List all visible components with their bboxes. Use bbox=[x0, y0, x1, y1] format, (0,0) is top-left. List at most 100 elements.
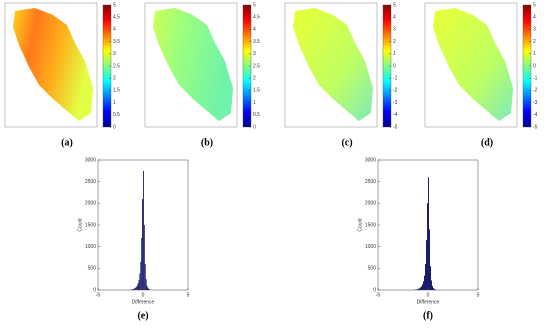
x-tick-label: -5 bbox=[96, 292, 101, 298]
histogram-bar bbox=[433, 288, 434, 290]
y-tick-label: 2000 bbox=[365, 201, 376, 207]
y-tick-label: 1000 bbox=[365, 244, 376, 250]
histogram-bar bbox=[145, 264, 146, 290]
panel-label: (a) bbox=[61, 137, 73, 148]
histogram-bar bbox=[421, 286, 422, 290]
colorbar-tick-label: 4 bbox=[533, 15, 536, 21]
histogram-bar bbox=[430, 266, 431, 290]
histogram-bar bbox=[428, 177, 429, 290]
histogram-bar bbox=[424, 276, 425, 290]
histogram-bar bbox=[425, 264, 426, 290]
colorbar-tick-label: -4 bbox=[533, 112, 538, 118]
histogram-bar bbox=[143, 171, 144, 290]
histogram-bar bbox=[419, 288, 420, 290]
y-axis-label: Count bbox=[77, 218, 83, 232]
colorbar-tick-label: -5 bbox=[533, 124, 538, 130]
colorbar-tick-label: 2.5 bbox=[113, 63, 120, 69]
panel-label: (c) bbox=[341, 137, 352, 148]
colorbar-tick-label: 1.5 bbox=[113, 88, 120, 94]
histogram-bar bbox=[140, 262, 141, 290]
colorbar-tick-label: 1 bbox=[393, 51, 396, 57]
y-tick-label: 0 bbox=[373, 287, 376, 293]
colorbar-tick-label: -4 bbox=[393, 112, 398, 118]
colorbar-tick-label: 1 bbox=[533, 51, 536, 57]
colorbar-tick-label: 4 bbox=[393, 15, 396, 21]
histogram-bar bbox=[423, 281, 424, 290]
colorbar-tick-label: 4 bbox=[253, 27, 256, 33]
colorbar-tick-label: 0 bbox=[533, 63, 536, 69]
y-axis-label: Count bbox=[357, 218, 363, 232]
colorbar-tick-label: 0 bbox=[393, 63, 396, 69]
histogram-bar bbox=[429, 229, 430, 290]
colorbar-tick-label: 3 bbox=[113, 51, 116, 57]
histogram-bar bbox=[432, 286, 433, 290]
colorbar-tick-label: 0 bbox=[253, 124, 256, 130]
histogram-bar bbox=[142, 199, 143, 290]
histogram-bar bbox=[139, 280, 140, 290]
colorbar-tick-label: 5 bbox=[113, 2, 116, 8]
x-tick-label: 5 bbox=[187, 292, 190, 298]
colorbar-tick-label: -2 bbox=[533, 88, 538, 94]
colorbar-tick-label: -2 bbox=[393, 88, 398, 94]
x-tick-label: 5 bbox=[477, 292, 480, 298]
histogram-bar bbox=[431, 280, 432, 290]
x-axis-label: Difference bbox=[417, 299, 440, 305]
colorbar-tick-label: -1 bbox=[393, 76, 398, 82]
panel-label: (e) bbox=[137, 310, 148, 321]
histogram-bar bbox=[144, 225, 145, 290]
y-tick-label: 0 bbox=[93, 287, 96, 293]
colorbar-tick-label: 2 bbox=[253, 76, 256, 82]
colorbar-tick-label: 2 bbox=[113, 76, 116, 82]
y-tick-label: 3000 bbox=[365, 157, 376, 163]
histogram-bar bbox=[138, 284, 139, 291]
panel-label: (b) bbox=[201, 137, 213, 148]
map-panels: 00.511.522.533.544.55(a)00.511.522.533.5… bbox=[5, 2, 538, 148]
histogram-bar bbox=[426, 240, 427, 290]
x-axis-label: Difference bbox=[132, 299, 155, 305]
colorbar-tick-label: 2 bbox=[393, 39, 396, 45]
histogram-bar bbox=[422, 284, 423, 290]
colorbar-tick-label: 5 bbox=[393, 2, 396, 8]
colorbar-tick-label: 2 bbox=[533, 39, 536, 45]
colorbar-tick-label: 3.5 bbox=[113, 39, 120, 45]
colorbar-tick-label: 1.5 bbox=[253, 88, 260, 94]
histogram-bar bbox=[139, 274, 140, 290]
colorbar-tick-label: 3 bbox=[393, 27, 396, 33]
x-tick-label: 0 bbox=[142, 292, 145, 298]
colorbar-tick-label: -3 bbox=[533, 100, 538, 106]
histogram-bar bbox=[137, 286, 138, 290]
y-tick-label: 1500 bbox=[365, 222, 376, 228]
colorbar-tick-label: 4.5 bbox=[113, 15, 120, 21]
y-tick-label: 500 bbox=[368, 266, 377, 272]
histogram-bar bbox=[148, 288, 149, 290]
histogram-bar bbox=[147, 286, 148, 290]
x-tick-label: -5 bbox=[376, 292, 381, 298]
colorbar-tick-label: 2.5 bbox=[253, 63, 260, 69]
y-tick-label: 2500 bbox=[85, 179, 96, 185]
colorbar-tick-label: 5 bbox=[533, 2, 536, 8]
panel-label: (f) bbox=[423, 310, 433, 321]
y-tick-label: 1000 bbox=[85, 244, 96, 250]
colorbar-tick-label: 1 bbox=[113, 100, 116, 106]
colorbar-tick-label: 0 bbox=[113, 124, 116, 130]
y-tick-label: 3000 bbox=[85, 157, 96, 163]
colorbar-tick-label: -1 bbox=[533, 76, 538, 82]
colorbar-tick-label: 4 bbox=[113, 27, 116, 33]
colorbar-tick-label: 3.5 bbox=[253, 39, 260, 45]
colorbar-tick-label: 3 bbox=[533, 27, 536, 33]
histogram-bar bbox=[135, 288, 136, 290]
y-tick-label: 1500 bbox=[85, 222, 96, 228]
colorbar-tick-label: 5 bbox=[253, 2, 256, 8]
x-tick-label: 0 bbox=[427, 292, 430, 298]
histogram-bar bbox=[146, 279, 147, 290]
colorbar-tick-label: 1 bbox=[253, 100, 256, 106]
colorbar-tick-label: 3 bbox=[253, 51, 256, 57]
colorbar-tick-label: -5 bbox=[393, 124, 398, 130]
colorbar-tick-label: -3 bbox=[393, 100, 398, 106]
y-tick-label: 500 bbox=[88, 266, 97, 272]
histogram-bar bbox=[427, 203, 428, 290]
colorbar-tick-label: 4.5 bbox=[253, 15, 260, 21]
histogram-bar bbox=[141, 238, 142, 290]
